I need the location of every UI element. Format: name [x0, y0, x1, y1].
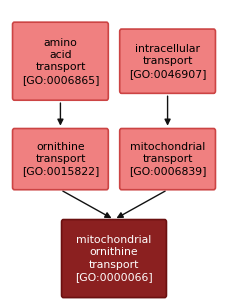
- FancyBboxPatch shape: [61, 220, 166, 297]
- FancyBboxPatch shape: [12, 22, 108, 100]
- Text: mitochondrial
ornithine
transport
[GO:0000066]: mitochondrial ornithine transport [GO:00…: [75, 235, 152, 282]
- FancyBboxPatch shape: [119, 129, 215, 190]
- FancyBboxPatch shape: [12, 129, 108, 190]
- Text: ornithine
transport
[GO:0015822]: ornithine transport [GO:0015822]: [22, 142, 99, 177]
- Text: intracellular
transport
[GO:0046907]: intracellular transport [GO:0046907]: [128, 44, 205, 79]
- Text: amino
acid
transport
[GO:0006865]: amino acid transport [GO:0006865]: [22, 38, 99, 85]
- Text: mitochondrial
transport
[GO:0006839]: mitochondrial transport [GO:0006839]: [128, 142, 205, 177]
- FancyBboxPatch shape: [119, 29, 215, 93]
